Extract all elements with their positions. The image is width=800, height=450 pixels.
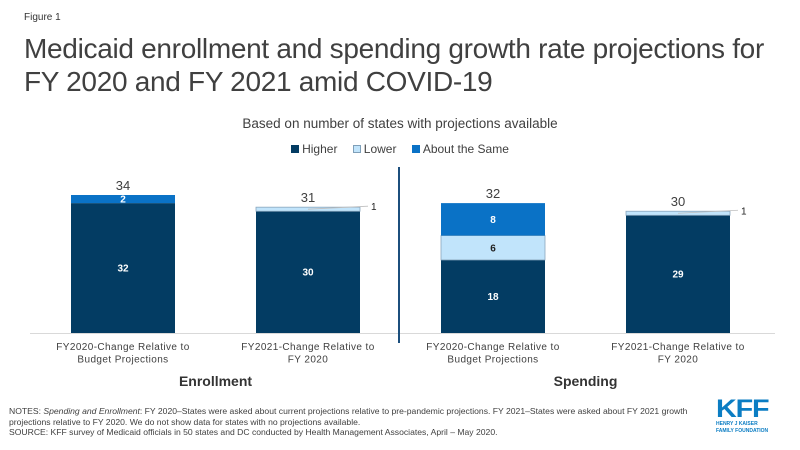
legend: Higher Lower About the Same xyxy=(0,142,800,156)
legend-swatch-lower xyxy=(352,145,361,153)
data-label-lower-2: 6 xyxy=(490,243,496,254)
data-label-higher-0: 32 xyxy=(117,264,129,275)
legend-swatch-higher xyxy=(291,145,300,153)
logo-subtitle-2: FAMILY FOUNDATION xyxy=(716,428,769,434)
bar-segment-higher-1 xyxy=(256,211,360,333)
chart-subtitle: Based on number of states with projectio… xyxy=(242,116,558,131)
category-label-0-line-1: Budget Projections xyxy=(77,355,168,366)
category-label-2-line-1: Budget Projections xyxy=(447,355,538,366)
legend-item-about-the-same: About the Same xyxy=(411,142,509,156)
logo-wordmark: KFF xyxy=(716,395,770,423)
total-label-0: 34 xyxy=(116,178,130,193)
category-label-1-line-0: FY2021-Change Relative to xyxy=(241,342,374,353)
legend-label-lower: Lower xyxy=(363,142,397,156)
bar-segment-lower-2 xyxy=(440,235,546,261)
total-label-3: 30 xyxy=(671,194,685,209)
bar-segment-higher-3 xyxy=(626,215,730,333)
category-label-2-line-0: FY2020-Change Relative to xyxy=(426,342,559,353)
notes: NOTES: Spending and Enrollment: FY 2020–… xyxy=(9,406,709,438)
legend-item-higher: Higher xyxy=(291,142,337,156)
total-label-2: 32 xyxy=(486,186,500,201)
stacked-bar-chart: 32 2 34 FY2020-Change Relative to Budget Pro… xyxy=(30,167,775,389)
category-label-3-line-1: FY 2020 xyxy=(658,355,698,366)
data-label-lower-1: 1 xyxy=(371,202,377,213)
notes-line: NOTES: Spending and Enrollment: FY 2020–… xyxy=(9,406,709,427)
notes-italic: Spending and Enrollment xyxy=(43,406,140,416)
data-label-higher-1: 30 xyxy=(302,268,314,279)
data-label-higher-2: 18 xyxy=(487,292,499,303)
data-label-same-2: 8 xyxy=(490,215,496,226)
notes-prefix: NOTES: xyxy=(9,406,44,416)
legend-swatch-about-the-same xyxy=(411,145,420,153)
leader-line-lower-3 xyxy=(677,209,739,214)
legend-label-about-the-same: About the Same xyxy=(422,142,509,156)
group-label-spending: Spending xyxy=(554,373,618,389)
category-label-1-line-1: FY 2020 xyxy=(288,355,328,366)
category-label-3-line-0: FY2021-Change Relative to xyxy=(611,342,744,353)
data-label-higher-3: 29 xyxy=(672,270,684,281)
data-label-same-0: 2 xyxy=(120,195,126,206)
legend-label-higher: Higher xyxy=(302,142,338,156)
bar-segment-same-2 xyxy=(441,203,545,236)
bar-segment-same-0 xyxy=(71,195,175,204)
leader-line-lower-1 xyxy=(307,205,369,210)
source-line: SOURCE: KFF survey of Medicaid officials… xyxy=(9,427,498,438)
kff-logo: KFF HENRY J KAISER FAMILY FOUNDATION xyxy=(716,397,786,435)
bar-segment-higher-2 xyxy=(441,259,545,333)
category-label-0-line-0: FY2020-Change Relative to xyxy=(56,342,189,353)
total-label-1: 31 xyxy=(301,190,315,205)
figure-label: Figure 1 xyxy=(24,12,61,23)
chart-title: Medicaid enrollment and spending growth … xyxy=(24,33,764,97)
logo-subtitle-1: HENRY J KAISER xyxy=(716,421,758,427)
group-label-enrollment: Enrollment xyxy=(179,373,252,389)
bar-segment-higher-0 xyxy=(71,203,175,333)
data-label-lower-3: 1 xyxy=(741,206,747,217)
notes-text: : FY 2020–States were asked about curren… xyxy=(9,406,688,427)
legend-item-lower: Lower xyxy=(352,142,397,156)
